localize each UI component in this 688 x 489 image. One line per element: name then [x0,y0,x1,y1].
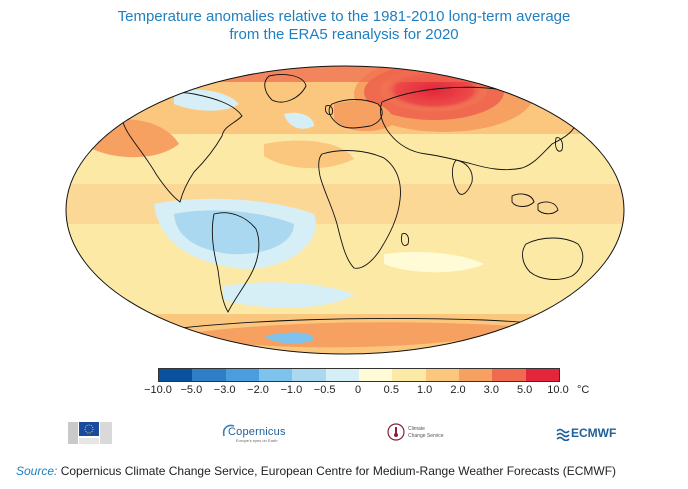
eu-flag-icon [68,422,112,444]
ecmwf-logo: ECMWF [556,418,626,448]
colorbar-labels: °C −10.0 −5.0 −3.0 −2.0 −1.0 −0.5 0 0.5 1.0 2.0 3.… [140,384,590,398]
colorbar-segment [225,369,259,381]
colorbar-tick-label: 3.0 [483,384,499,396]
colorbar-segment [292,369,326,381]
colorbar-segment [358,369,393,381]
colorbar-tick-label: 0.5 [383,384,399,396]
source-credit: Source: Copernicus Climate Change Servic… [16,464,616,478]
colorbar-segment [325,369,359,381]
colorbar-segment [492,369,526,381]
climate-line1: Climate [408,426,425,432]
colorbar-segment [458,369,493,381]
colorbar-tick-label: 2.0 [450,384,466,396]
colorbar-tick-label: −5.0 [180,384,203,396]
colorbar-segment [525,369,559,381]
colorbar-segment [425,369,459,381]
colorbar-segment [192,369,226,381]
colorbar-tick-label: −1.0 [280,384,303,396]
copernicus-swirl-icon [222,424,235,437]
logo-row: Copernicus Europe's eyes on Earth Climat… [0,418,688,448]
colorbar-tick-label: 5.0 [517,384,533,396]
colorbar-segment [159,369,193,381]
world-anomaly-map [64,64,626,356]
colorbar-tick-label: 1.0 [417,384,433,396]
ecmwf-waves-icon [556,428,570,441]
map-title-line1: Temperature anomalies relative to the 19… [117,8,571,25]
ecmwf-text: ECMWF [571,426,617,440]
copernicus-logo: Copernicus Europe's eyes on Earth [218,418,288,448]
colorbar-segment [392,369,426,381]
source-text: Copernicus Climate Change Service, Europ… [57,464,617,478]
colorbar-tick-label: −2.0 [247,384,269,396]
colorbar-segment [258,369,293,381]
world-anomaly-map-svg [65,65,625,355]
source-label: Source: [16,464,58,478]
copernicus-text: Copernicus [228,426,286,438]
map-title: Temperature anomalies relative to the 19… [0,8,688,44]
climate-line2: Change Service [408,433,444,439]
map-title-line2: from the ERA5 reanalysis for 2020 [229,26,459,43]
thermometer-icon [387,423,405,441]
eu-emblem-logo [68,418,116,448]
colorbar-tick-label: −0.5 [313,384,336,396]
colorbar-unit: °C [577,384,590,396]
climate-change-service-logo: Climate Change Service [386,418,456,448]
colorbar-tick-label: −10.0 [144,384,172,396]
colorbar-tick-label: 0 [354,384,362,396]
copernicus-subtext: Europe's eyes on Earth [236,438,278,443]
colorbar [158,368,560,382]
globe-outline [65,65,625,355]
colorbar-tick-label: 10.0 [547,384,569,396]
colorbar-tick-label: −3.0 [213,384,236,396]
